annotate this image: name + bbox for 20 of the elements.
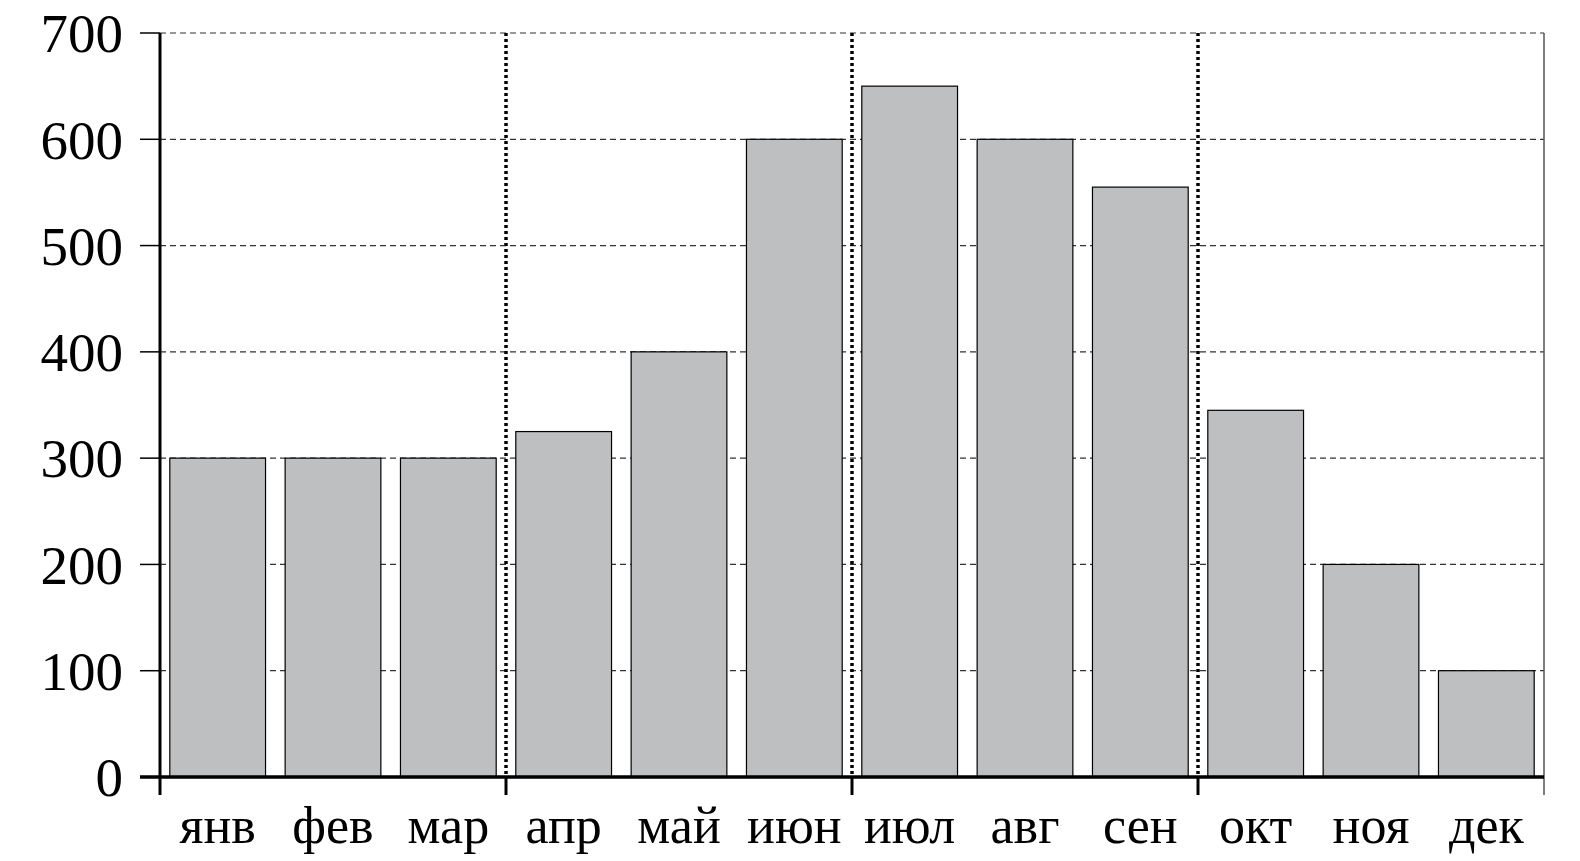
- x-tick-label: май: [637, 797, 721, 854]
- x-tick-label: дек: [1448, 797, 1525, 854]
- y-tick-label: 300: [40, 428, 123, 490]
- y-tick-label: 0: [95, 747, 123, 809]
- x-tick-label: июл: [863, 797, 956, 854]
- y-tick-label: 400: [40, 322, 123, 384]
- x-tick-label: фев: [292, 797, 374, 854]
- x-tick-label: сен: [1103, 797, 1178, 854]
- y-tick-label: 600: [40, 109, 123, 171]
- y-tick-label: 100: [40, 640, 123, 702]
- x-tick-label: окт: [1219, 797, 1293, 854]
- x-tick-label: июн: [747, 797, 842, 854]
- x-tick-label: апр: [525, 797, 602, 854]
- x-tick-label: авг: [990, 797, 1060, 854]
- x-tick-label: янв: [179, 797, 256, 854]
- y-tick-label: 200: [40, 534, 123, 596]
- x-tick-label: ноя: [1332, 797, 1410, 854]
- y-tick-label: 700: [40, 3, 123, 65]
- x-tick-label: мар: [407, 797, 490, 854]
- y-tick-label: 500: [40, 215, 123, 277]
